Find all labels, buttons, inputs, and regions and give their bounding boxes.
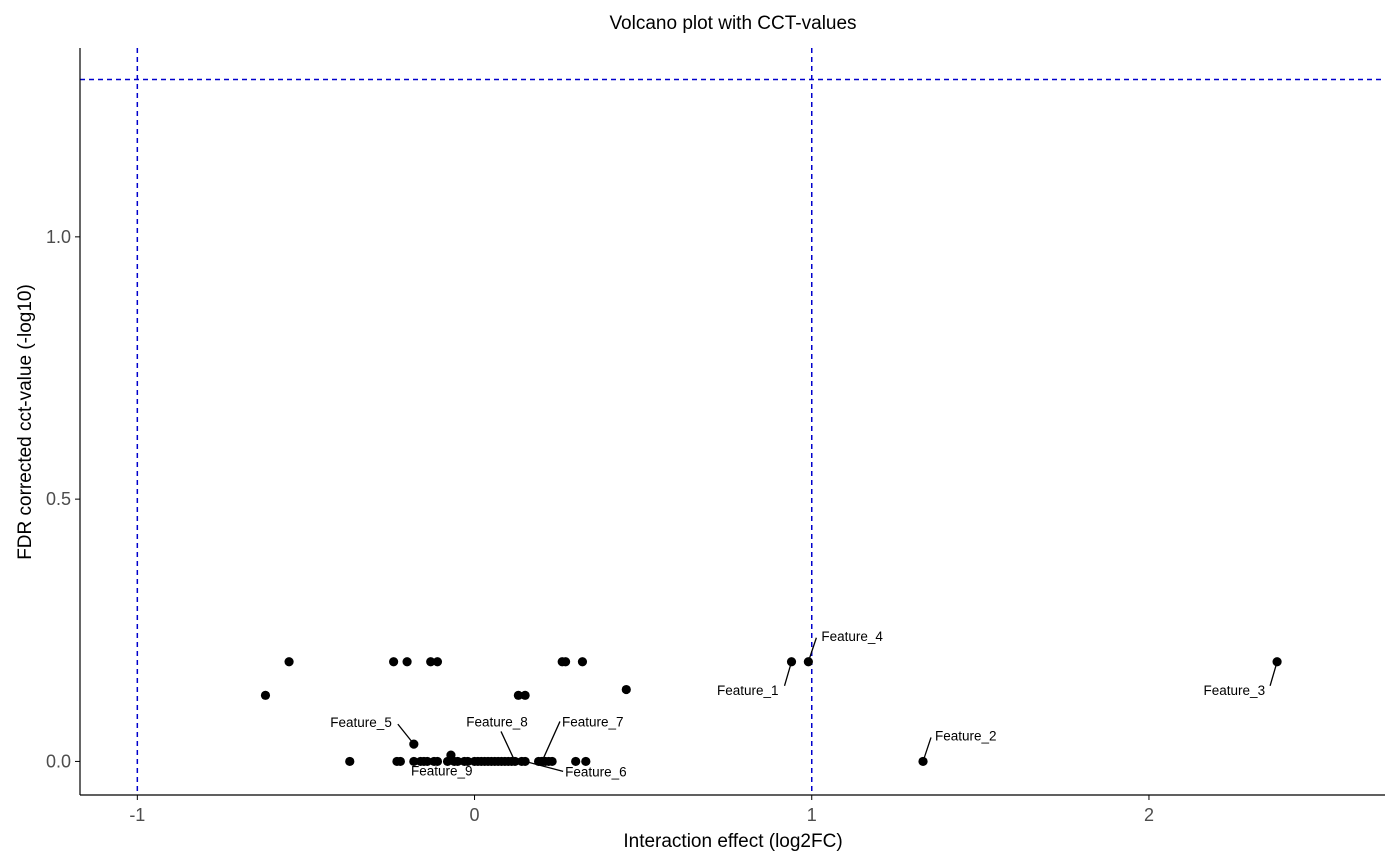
x-tick-label: 2: [1144, 805, 1154, 825]
x-tick-label: -1: [129, 805, 145, 825]
leader-line: [524, 760, 564, 773]
leader-line: [541, 721, 561, 762]
data-point-feature-3: [1272, 657, 1282, 667]
y-axis-ticks: 0.0 0.5 1.0: [46, 227, 80, 771]
data-point: [547, 756, 557, 767]
data-point-feature-5: [409, 739, 419, 749]
data-point: [284, 657, 294, 667]
y-tick-label: 0.0: [46, 751, 71, 771]
x-axis-ticks: -1 0 1 2: [129, 795, 1154, 825]
data-point: [453, 756, 463, 767]
data-points: [260, 657, 1282, 767]
x-tick-label: 1: [807, 805, 817, 825]
data-point: [395, 756, 405, 767]
data-point: [571, 756, 581, 767]
feature-label: Feature_5: [330, 715, 392, 730]
y-axis-title: FDR corrected cct-value (-log10): [15, 284, 36, 560]
data-point: [577, 657, 588, 667]
data-point-feature-7: [537, 756, 547, 767]
data-point: [260, 690, 271, 700]
feature-label: Feature_1: [717, 683, 779, 698]
data-point: [402, 657, 412, 667]
data-point: [409, 756, 419, 767]
feature-label: Feature_7: [562, 714, 624, 729]
data-point-feature-4: [803, 657, 813, 667]
point-labels: Feature_5 Feature_9 Feature_8 Feature_7 Feat…: [330, 629, 1265, 780]
data-point: [446, 750, 456, 760]
reference-lines: [80, 48, 1385, 795]
data-point-feature-8: [510, 756, 520, 767]
data-point-feature-6: [520, 756, 530, 767]
data-point: [389, 657, 399, 667]
data-point: [426, 657, 436, 667]
data-point: [513, 690, 523, 700]
data-point: [560, 657, 571, 667]
data-point: [621, 684, 631, 695]
data-point: [432, 756, 443, 767]
feature-label: Feature_3: [1204, 683, 1266, 698]
feature-label: Feature_8: [466, 714, 528, 729]
y-tick-label: 0.5: [46, 489, 71, 509]
data-point: [581, 756, 591, 767]
feature-label: Feature_9: [411, 763, 473, 778]
feature-label: Feature_6: [565, 764, 627, 779]
y-tick-label: 1.0: [46, 227, 71, 247]
data-point: [345, 756, 355, 767]
axes: [79, 48, 1385, 796]
x-tick-label: 0: [470, 805, 480, 825]
x-axis-title: Interaction effect (log2FC): [623, 831, 842, 852]
data-point-feature-1: [786, 657, 797, 667]
data-point: [463, 756, 473, 767]
data-point-feature-9: [419, 756, 429, 767]
feature-label: Feature_2: [935, 728, 997, 743]
leader-line: [500, 731, 516, 762]
feature-label: Feature_4: [821, 629, 883, 644]
data-point: [432, 657, 443, 667]
data-point-feature-2: [918, 756, 928, 767]
data-point: [520, 690, 530, 700]
chart-title: Volcano plot with CCT-values: [609, 13, 856, 34]
